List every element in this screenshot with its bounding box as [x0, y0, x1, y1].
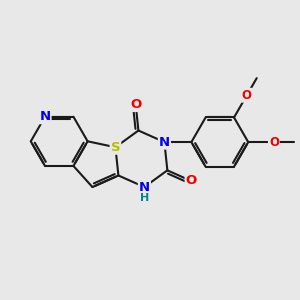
Text: H: H — [140, 193, 149, 203]
Text: O: O — [242, 89, 252, 102]
Text: N: N — [39, 110, 51, 123]
Text: O: O — [186, 175, 197, 188]
Text: O: O — [130, 98, 141, 111]
Text: O: O — [269, 136, 279, 148]
Text: N: N — [159, 136, 170, 148]
Text: N: N — [139, 181, 150, 194]
Text: S: S — [111, 141, 120, 154]
